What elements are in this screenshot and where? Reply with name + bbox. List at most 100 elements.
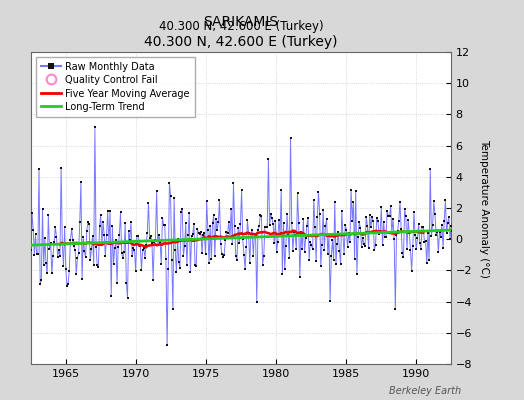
Point [354, 234, 362, 240]
Point [107, 292, 115, 299]
Point [389, 216, 397, 222]
Point [132, 268, 140, 274]
Point [291, 232, 299, 238]
Legend: Raw Monthly Data, Quality Control Fail, Five Year Moving Average, Long-Term Tren: Raw Monthly Data, Quality Control Fail, … [36, 57, 195, 117]
Point [57, 164, 66, 171]
Point [179, 253, 188, 259]
Point [238, 236, 247, 243]
Point [412, 246, 420, 252]
Point [383, 208, 391, 214]
Point [310, 196, 318, 203]
Point [246, 260, 254, 266]
Point [401, 213, 410, 220]
Point [399, 254, 408, 260]
Point [249, 252, 257, 259]
Point [357, 243, 366, 250]
Point [137, 267, 146, 273]
Point [434, 248, 443, 255]
Point [159, 222, 168, 229]
Point [231, 222, 239, 229]
Point [226, 235, 234, 241]
Point [59, 262, 68, 269]
Point [212, 216, 220, 222]
Point [62, 266, 70, 272]
Point [272, 249, 281, 256]
Point [97, 241, 106, 248]
Point [411, 232, 419, 238]
Point [336, 260, 345, 267]
Point [311, 224, 319, 230]
Point [241, 266, 249, 272]
Point [100, 232, 108, 238]
Text: 40.300 N, 42.600 E (Turkey): 40.300 N, 42.600 E (Turkey) [159, 20, 323, 33]
Point [331, 198, 339, 205]
Point [84, 219, 92, 226]
Point [43, 270, 51, 276]
Point [316, 263, 325, 269]
Point [416, 240, 424, 246]
Point [170, 195, 178, 201]
Point [252, 233, 260, 240]
Point [118, 255, 127, 262]
Point [332, 260, 340, 267]
Point [227, 206, 235, 212]
Point [48, 270, 56, 277]
Point [192, 263, 200, 270]
Point [341, 222, 350, 228]
Point [91, 124, 99, 130]
Point [42, 260, 50, 266]
Point [342, 227, 351, 234]
Point [31, 231, 40, 237]
Text: Berkeley Earth: Berkeley Earth [389, 386, 461, 396]
Point [361, 242, 369, 249]
Point [178, 206, 187, 212]
Point [425, 257, 433, 263]
Point [148, 239, 156, 246]
Point [382, 234, 390, 241]
Point [147, 233, 155, 239]
Point [322, 216, 331, 222]
Point [216, 240, 225, 247]
Point [186, 269, 194, 276]
Point [154, 242, 162, 248]
Point [406, 247, 414, 254]
Point [101, 252, 110, 259]
Point [378, 242, 387, 248]
Point [345, 230, 353, 236]
Point [333, 240, 341, 247]
Point [36, 280, 45, 287]
Point [92, 244, 100, 250]
Point [102, 232, 111, 238]
Point [72, 270, 81, 277]
Point [421, 238, 430, 244]
Point [177, 209, 185, 215]
Point [379, 219, 388, 225]
Point [351, 256, 359, 262]
Point [343, 243, 352, 250]
Point [441, 197, 450, 203]
Point [71, 247, 79, 253]
Point [219, 254, 227, 260]
Point [214, 219, 223, 225]
Point [330, 257, 338, 263]
Point [268, 214, 276, 221]
Point [278, 271, 287, 278]
Point [267, 211, 275, 217]
Point [64, 280, 72, 287]
Point [130, 246, 139, 253]
Point [448, 227, 456, 234]
Point [156, 238, 165, 245]
Point [419, 224, 428, 230]
Point [37, 277, 46, 283]
Point [66, 237, 74, 243]
Point [429, 222, 437, 228]
Point [438, 221, 446, 228]
Point [325, 233, 333, 240]
Point [83, 228, 91, 234]
Point [319, 206, 328, 213]
Point [368, 214, 376, 220]
Point [256, 212, 265, 219]
Point [117, 250, 126, 256]
Point [108, 222, 116, 229]
Point [56, 253, 64, 260]
